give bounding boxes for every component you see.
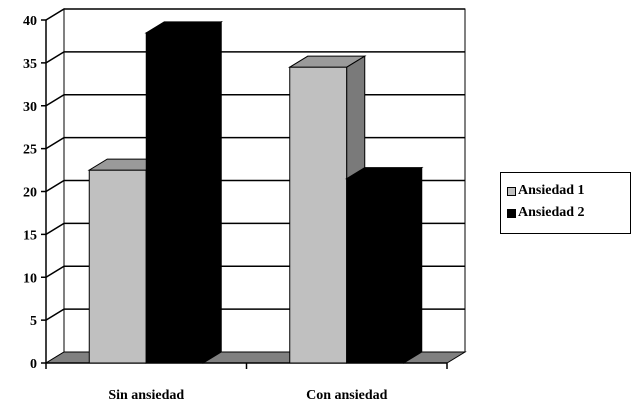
x-category-label: Con ansiedad xyxy=(306,388,388,403)
y-tick-label: 25 xyxy=(23,143,37,158)
y-tick-label: 40 xyxy=(23,14,37,29)
legend-entry-series-1: Ansiedad 1 xyxy=(507,182,585,200)
legend-label-series-1: Ansiedad 1 xyxy=(518,183,585,198)
y-tick-label: 0 xyxy=(30,357,37,372)
x-category-label: Sin ansiedad xyxy=(108,388,184,403)
y-tick-label: 20 xyxy=(23,186,37,201)
bar-side xyxy=(403,166,423,364)
y-tick-label: 15 xyxy=(23,228,37,243)
y-tick-label: 35 xyxy=(23,57,37,72)
y-tick-label: 5 xyxy=(30,314,37,329)
bar-front xyxy=(88,169,147,364)
y-axis-ticks: 0 5 10 15 20 25 30 35 40 xyxy=(23,14,37,372)
legend-swatch-series-2 xyxy=(507,208,516,218)
gridline xyxy=(45,8,465,21)
gridline xyxy=(45,51,465,64)
legend-swatch-series-1 xyxy=(507,186,516,196)
y-tick-label: 10 xyxy=(23,271,37,286)
legend-label-series-2: Ansiedad 2 xyxy=(518,205,585,220)
legend-entry-series-2: Ansiedad 2 xyxy=(507,204,585,222)
bar-front xyxy=(145,32,204,364)
bar-front xyxy=(289,66,348,364)
bar-side xyxy=(202,20,222,364)
x-axis-labels: Sin ansiedad Con ansiedad xyxy=(108,388,387,403)
legend: Ansiedad 1 Ansiedad 2 xyxy=(500,172,631,234)
bars xyxy=(87,20,424,364)
y-tick-label: 30 xyxy=(23,100,37,115)
bar-front xyxy=(346,178,405,364)
